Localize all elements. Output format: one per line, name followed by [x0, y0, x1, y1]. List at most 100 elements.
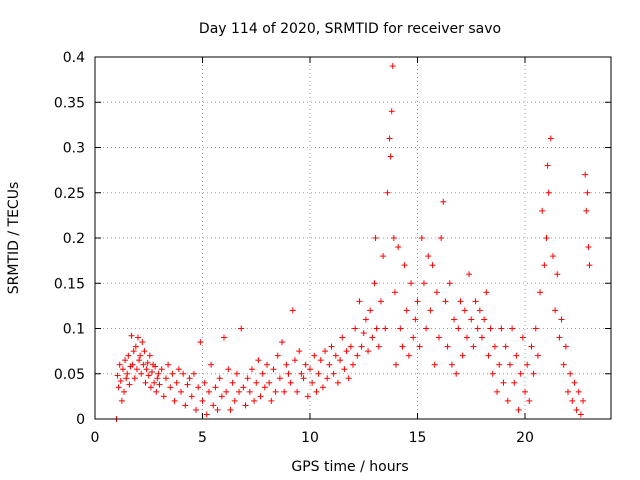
data-point: [352, 325, 359, 332]
data-point: [190, 370, 197, 377]
data-point: [216, 375, 223, 382]
data-point: [388, 108, 395, 115]
data-point: [560, 361, 567, 368]
data-point: [251, 397, 258, 404]
data-point: [517, 370, 524, 377]
data-point: [350, 361, 356, 368]
data-point: [459, 352, 466, 359]
data-point: [136, 357, 143, 364]
data-point: [425, 253, 432, 260]
data-point: [115, 384, 122, 391]
data-point: [530, 370, 537, 377]
data-point: [427, 307, 434, 314]
data-point: [440, 198, 447, 205]
data-point: [479, 334, 485, 341]
data-point: [545, 189, 552, 196]
y-tick-label: 0: [76, 412, 85, 428]
data-point: [322, 348, 329, 355]
y-tick-label: 0.15: [54, 276, 85, 292]
data-point: [116, 361, 123, 368]
data-point: [397, 325, 404, 332]
x-tick-label: 20: [516, 430, 534, 446]
data-point: [387, 153, 394, 160]
data-point: [474, 325, 481, 332]
data-point: [585, 244, 592, 251]
data-point: [541, 262, 548, 269]
data-point: [420, 280, 427, 287]
data-point: [208, 361, 215, 368]
data-point: [539, 207, 546, 214]
data-point: [433, 289, 440, 296]
data-point: [577, 411, 584, 418]
data-point: [144, 359, 151, 366]
data-point: [255, 357, 262, 364]
data-point: [558, 316, 565, 323]
axis-ticks: 0 5 10 15 20 0 0.05 0.1 0.15 0.2 0.25 0.3 0.35 0.4: [54, 50, 611, 446]
data-point: [147, 384, 154, 391]
data-point: [382, 325, 389, 332]
data-point: [354, 352, 361, 359]
data-point: [195, 384, 202, 391]
chart-title: Day 114 of 2020, SRMTID for receiver sav…: [199, 21, 501, 37]
data-point: [124, 370, 131, 377]
data-point: [128, 332, 135, 339]
data-point: [307, 366, 313, 373]
data-point: [476, 307, 483, 314]
data-point: [330, 370, 337, 377]
data-point: [229, 379, 236, 386]
data-point: [446, 280, 453, 287]
data-point: [584, 189, 591, 196]
data-point: [405, 352, 412, 359]
data-point: [463, 334, 470, 341]
data-point: [423, 325, 430, 332]
data-point: [268, 397, 275, 404]
data-point: [468, 316, 475, 323]
data-point: [389, 63, 396, 70]
y-tick-label: 0.35: [54, 95, 85, 111]
data-point: [270, 366, 277, 373]
data-point: [339, 334, 346, 341]
data-point: [248, 366, 255, 373]
data-point: [502, 343, 509, 350]
data-point: [139, 339, 146, 346]
data-point: [337, 357, 344, 364]
data-point: [371, 280, 378, 287]
data-point: [156, 381, 163, 388]
grid: [95, 57, 611, 419]
y-tick-label: 0.05: [54, 367, 85, 383]
data-point: [291, 357, 298, 364]
data-point: [130, 348, 137, 355]
data-point: [451, 316, 458, 323]
data-point: [218, 393, 225, 400]
data-point: [117, 377, 124, 384]
data-point: [377, 298, 384, 305]
data-point: [279, 339, 286, 346]
data-point: [380, 253, 387, 260]
data-point: [399, 343, 406, 350]
data-point: [171, 397, 178, 404]
data-point: [146, 352, 153, 359]
data-point: [135, 334, 141, 341]
data-point: [345, 375, 352, 382]
data-point: [522, 388, 528, 395]
data-point: [481, 316, 488, 323]
data-point: [393, 361, 399, 368]
data-point: [240, 384, 247, 391]
data-point: [519, 334, 526, 341]
x-tick-label: 10: [301, 430, 319, 446]
data-point: [285, 370, 292, 377]
data-point: [567, 370, 574, 377]
data-point: [236, 388, 243, 395]
data-point: [225, 366, 232, 373]
x-tick-label: 0: [91, 430, 100, 446]
data-point: [487, 325, 494, 332]
data-point: [158, 366, 165, 373]
data-point: [358, 343, 365, 350]
data-point: [356, 298, 363, 305]
data-point: [300, 375, 307, 382]
data-point: [498, 325, 505, 332]
data-point: [193, 406, 200, 413]
data-point: [121, 388, 128, 395]
data-point: [483, 289, 490, 296]
data-point: [319, 384, 326, 391]
